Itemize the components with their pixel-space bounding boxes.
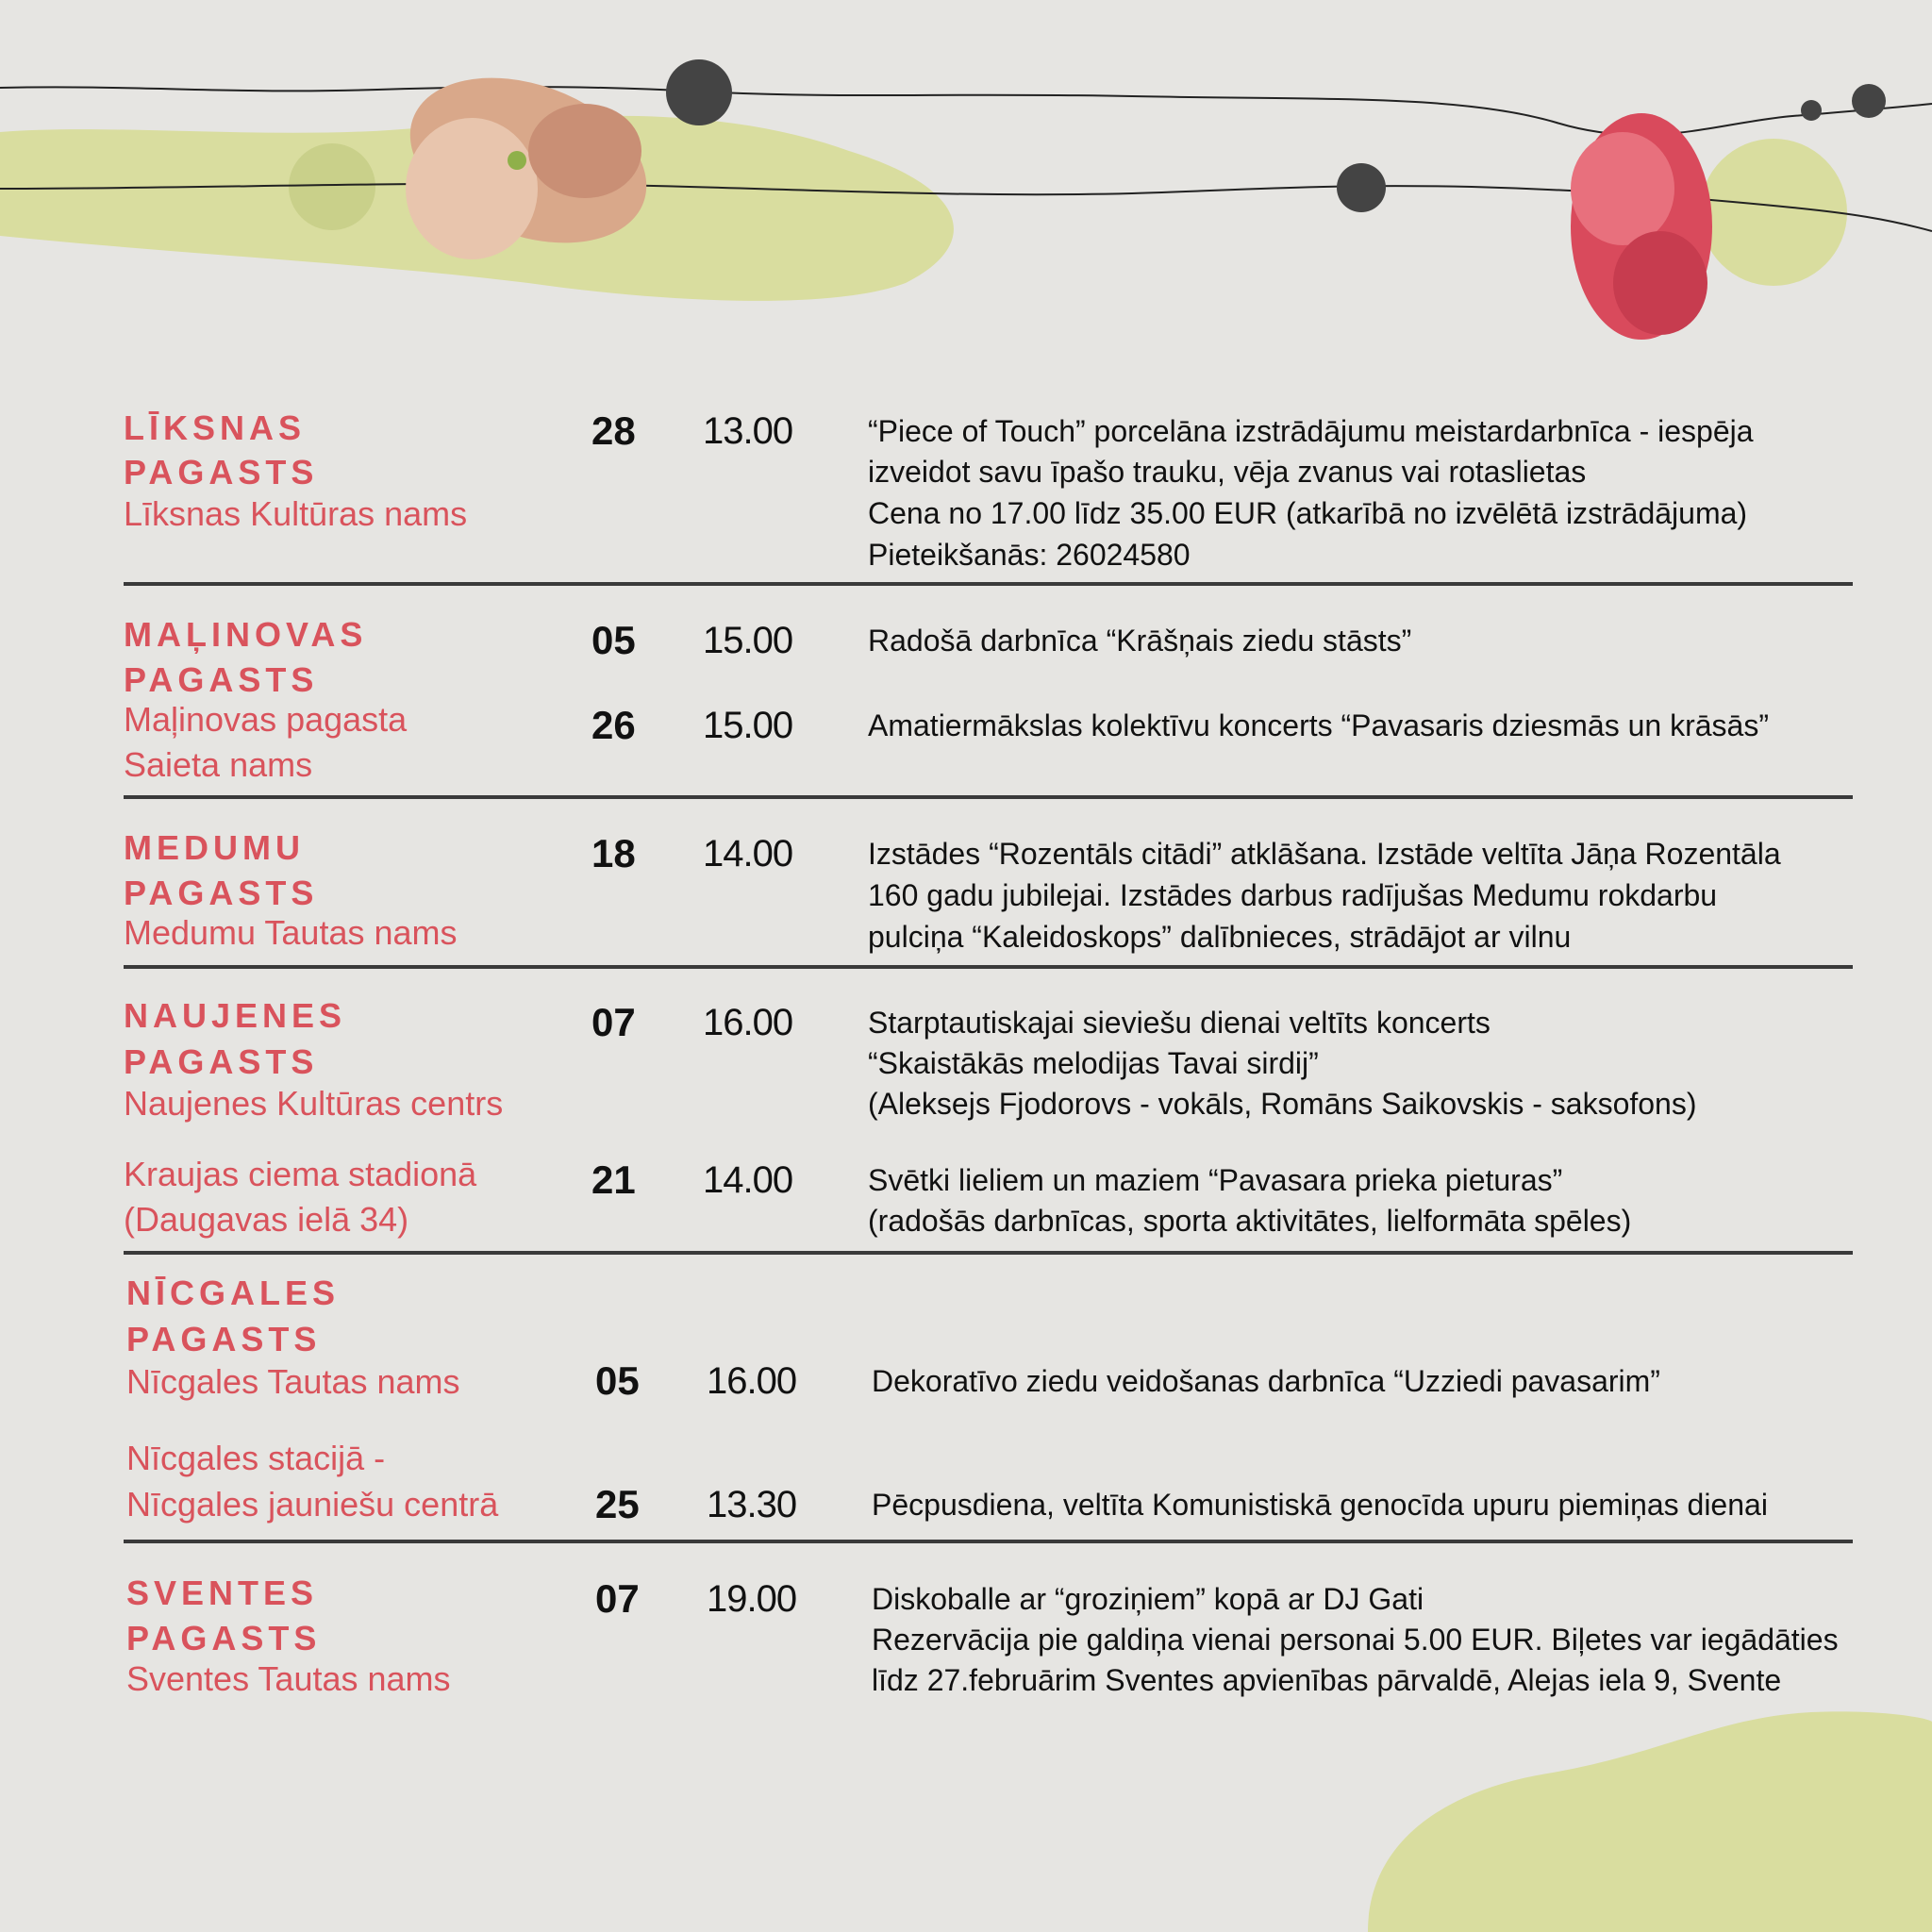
green-ball (289, 143, 375, 230)
event-date: 28 (591, 408, 636, 453)
event-description: Starptautiskajai sieviešu dienai veltīts… (868, 1006, 1491, 1040)
event-description: Izstādes “Rozentāls citādi” atklāšana. I… (868, 837, 1781, 871)
section-heading: NAUJENES (124, 996, 347, 1035)
divider (124, 965, 1853, 969)
section-heading: MAĻINOVAS (124, 615, 368, 654)
event-description: Svētki lieliem un maziem “Pavasara priek… (868, 1163, 1563, 1197)
section-heading: SVENTES (126, 1574, 319, 1612)
section-heading: PAGASTS (126, 1320, 322, 1358)
section-heading: NĪCGALES (126, 1274, 341, 1312)
venue: Nīcgales stacijā - (126, 1439, 386, 1477)
event-description: Diskoballe ar “groziņiem” kopā ar DJ Gat… (872, 1582, 1424, 1616)
section-heading: PAGASTS (124, 453, 319, 491)
event-date: 18 (591, 831, 636, 875)
event-date: 25 (595, 1482, 640, 1526)
event-time: 14.00 (703, 833, 793, 874)
venue: (Daugavas ielā 34) (124, 1200, 409, 1239)
event-description: Dekoratīvo ziedu veidošanas darbnīca “Uz… (872, 1364, 1660, 1398)
event-date: 05 (591, 618, 636, 662)
venue: Naujenes Kultūras centrs (124, 1084, 504, 1123)
divider (124, 795, 1853, 799)
event-description: pulciņa “Kaleidoskops” dalībnieces, strā… (868, 920, 1572, 954)
event-description: “Piece of Touch” porcelāna izstrādājumu … (868, 414, 1754, 448)
venue: Kraujas ciema stadionā (124, 1155, 477, 1193)
dot (1801, 100, 1822, 121)
event-description: 160 gadu jubilejai. Izstādes darbus radī… (868, 878, 1718, 912)
event-description: Rezervācija pie galdiņa vienai personai … (872, 1623, 1839, 1657)
event-time: 16.00 (707, 1360, 797, 1402)
event-time: 14.00 (703, 1159, 793, 1201)
event-time: 19.00 (707, 1578, 797, 1620)
section-heading: PAGASTS (124, 660, 319, 699)
event-description: izveidot savu īpašo trauku, vēja zvanus … (868, 455, 1587, 489)
venue: Saieta nams (124, 745, 313, 784)
event-description: Radošā darbnīca “Krāšņais ziedu stāsts” (868, 624, 1412, 658)
flower-peach-image (406, 77, 647, 259)
event-time: 16.00 (703, 1002, 793, 1043)
venue: Maļinovas pagasta (124, 700, 408, 739)
wavy-line-top (0, 86, 1932, 137)
event-date: 21 (591, 1158, 636, 1202)
event-description: Cena no 17.00 līdz 35.00 EUR (atkarībā n… (868, 496, 1748, 530)
event-description: “Skaistākās melodijas Tavai sirdij” (868, 1046, 1319, 1080)
flower-red-image (1571, 113, 1712, 340)
dot (1337, 163, 1386, 212)
event-date: 07 (591, 1000, 636, 1044)
section-heading: PAGASTS (124, 1042, 319, 1081)
dot (1852, 84, 1886, 118)
event-time: 13.30 (707, 1484, 797, 1525)
event-description: (Aleksejs Fjodorovs - vokāls, Romāns Sai… (868, 1087, 1697, 1121)
event-description: līdz 27.februārim Sventes apvienības pār… (872, 1663, 1782, 1697)
section-heading: PAGASTS (124, 874, 319, 912)
divider (124, 1251, 1853, 1255)
divider (124, 582, 1853, 586)
section-heading: PAGASTS (126, 1619, 322, 1657)
event-time: 15.00 (703, 705, 793, 746)
divider (124, 1540, 1853, 1543)
event-time: 13.00 (703, 410, 793, 452)
event-description: Pieteikšanās: 26024580 (868, 538, 1191, 572)
event-description: Amatiermākslas kolektīvu koncerts “Pavas… (868, 708, 1769, 742)
green-circle-right (1700, 139, 1847, 286)
green-blob-bottom (1368, 1711, 1932, 1932)
dot (666, 59, 732, 125)
event-date: 07 (595, 1576, 640, 1621)
venue: Sventes Tautas nams (126, 1659, 451, 1698)
venue: Medumu Tautas nams (124, 913, 458, 952)
event-time: 15.00 (703, 620, 793, 661)
venue: Nīcgales Tautas nams (126, 1362, 460, 1401)
event-description: Pēcpusdiena, veltīta Komunistiskā genocī… (872, 1488, 1768, 1522)
section-heading: MEDUMU (124, 828, 305, 867)
wavy-line-bottom (0, 182, 1932, 232)
event-date: 26 (591, 703, 636, 747)
venue: Līksnas Kultūras nams (124, 494, 468, 533)
section-heading: LĪKSNAS (124, 408, 307, 447)
venue: Nīcgales jauniešu centrā (126, 1485, 499, 1524)
event-description: (radošās darbnīcas, sporta aktivitātes, … (868, 1204, 1632, 1238)
event-date: 05 (595, 1358, 640, 1403)
